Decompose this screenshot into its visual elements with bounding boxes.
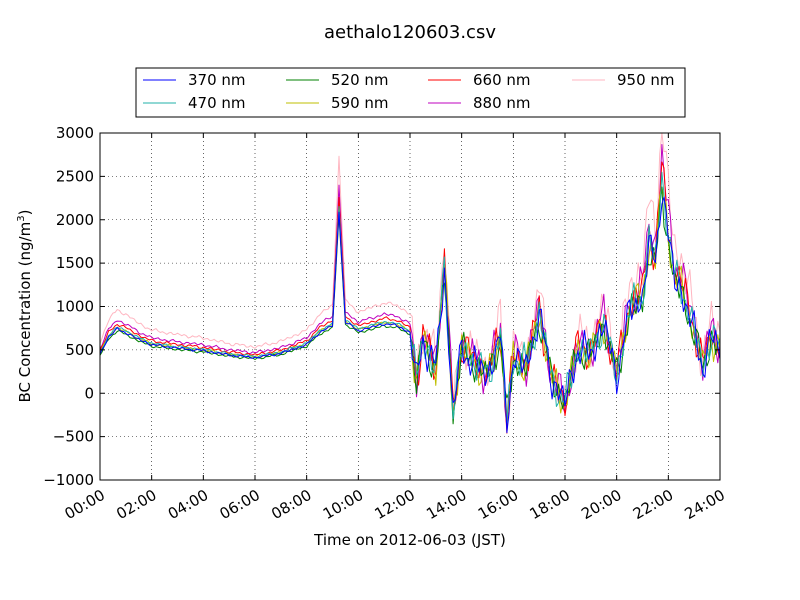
- y-tick-label: 1000: [56, 298, 94, 316]
- y-tick-label: 500: [65, 341, 94, 359]
- legend-label: 470 nm: [188, 94, 246, 112]
- legend-label: 880 nm: [473, 94, 531, 112]
- x-axis-label: Time on 2012-06-03 (JST): [313, 531, 506, 549]
- legend: 370 nm 470 nm 520 nm 590 nm 660 nm 880 nm 950 …: [135, 67, 686, 118]
- y-tick-label: −1000: [43, 471, 94, 489]
- y-tick-label: 2000: [56, 211, 94, 229]
- y-tick-label: 0: [84, 384, 94, 402]
- y-tick-label: 2500: [56, 167, 94, 185]
- y-tick-label: −500: [53, 428, 94, 446]
- y-tick-label: 1500: [56, 254, 94, 272]
- y-axis-label-sup: 3: [16, 215, 27, 221]
- series-layer: [99, 132, 721, 434]
- y-axis-label: BC Concentration (ng/m3): [16, 210, 34, 403]
- chart-title: aethalo120603.csv: [324, 22, 496, 43]
- legend-label: 590 nm: [331, 94, 389, 112]
- legend-label: 950 nm: [617, 71, 675, 89]
- series-line: [99, 196, 721, 434]
- legend-label: 660 nm: [473, 71, 531, 89]
- legend-label: 370 nm: [188, 71, 246, 89]
- y-tick-label: 3000: [56, 124, 94, 142]
- legend-box: [135, 67, 686, 118]
- legend-items: 370 nm 470 nm 520 nm 590 nm 660 nm 880 nm 950 …: [143, 71, 675, 112]
- legend-label: 520 nm: [331, 71, 389, 89]
- series-line: [99, 186, 721, 418]
- y-axis-label-main: BC Concentration (ng/m: [16, 222, 34, 403]
- y-axis-label-close: ): [16, 210, 34, 216]
